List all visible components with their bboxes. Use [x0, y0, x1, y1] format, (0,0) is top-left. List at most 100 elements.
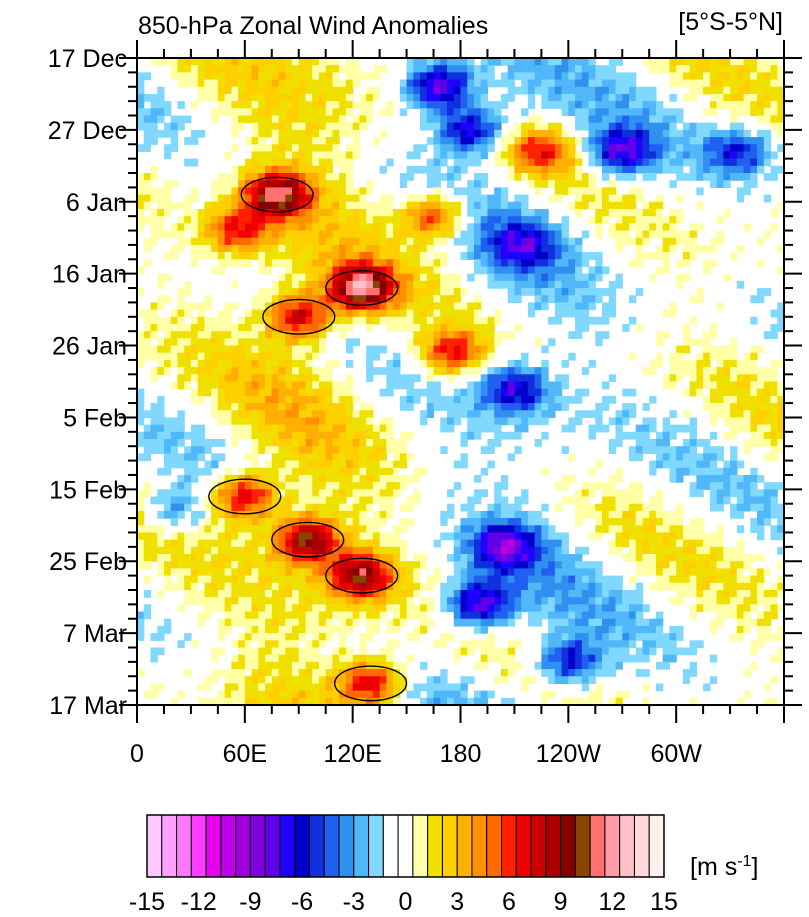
- field-cell: [217, 589, 226, 598]
- field-cell: [628, 108, 637, 117]
- field-cell: [763, 496, 772, 505]
- field-cell: [318, 417, 327, 426]
- field-cell: [292, 266, 300, 275]
- field-cell: [238, 518, 246, 526]
- field-cell: [312, 237, 320, 246]
- field-cell: [521, 561, 529, 570]
- field-cell: [339, 489, 347, 498]
- field-cell: [575, 108, 583, 117]
- field-cell: [514, 589, 522, 598]
- field-cell: [238, 546, 246, 555]
- field-cell: [420, 280, 428, 289]
- field-cell: [231, 302, 239, 311]
- field-cell: [177, 424, 185, 433]
- field-cell: [426, 395, 435, 404]
- field-cell: [777, 561, 784, 570]
- field-cell: [292, 158, 300, 167]
- field-cell: [487, 331, 495, 339]
- field-cell: [211, 568, 219, 577]
- field-cell: [278, 129, 286, 138]
- field-cell: [332, 144, 340, 153]
- field-cell: [730, 359, 738, 368]
- field-cell: [251, 323, 259, 332]
- field-cell: [709, 137, 718, 145]
- field-cell: [251, 439, 259, 447]
- field-cell: [224, 374, 232, 383]
- field-cell: [622, 137, 630, 145]
- field-cell: [258, 122, 266, 131]
- field-cell: [366, 575, 374, 584]
- field-cell: [480, 323, 489, 332]
- field-cell: [393, 489, 401, 498]
- field-cell: [184, 460, 192, 469]
- field-cell: [561, 582, 569, 591]
- field-cell: [244, 86, 253, 95]
- field-cell: [211, 439, 219, 447]
- field-cell: [312, 403, 320, 411]
- field-cell: [602, 201, 610, 210]
- field-cell: [359, 122, 367, 131]
- field-cell: [527, 72, 536, 81]
- field-cell: [595, 316, 603, 325]
- field-cell: [527, 575, 536, 584]
- field-cell: [757, 510, 765, 519]
- field-cell: [527, 388, 536, 397]
- field-cell: [292, 410, 300, 419]
- field-cell: [487, 137, 495, 145]
- field-cell: [372, 237, 381, 246]
- field-cell: [386, 259, 394, 268]
- field-cell: [258, 259, 266, 268]
- field-cell: [453, 122, 462, 131]
- field-cell: [561, 65, 569, 73]
- field-cell: [662, 237, 671, 246]
- field-cell: [197, 589, 205, 598]
- field-cell: [440, 295, 448, 304]
- field-cell: [554, 93, 563, 102]
- field-cell: [238, 173, 246, 181]
- field-cell: [345, 374, 354, 383]
- field-cell: [305, 474, 313, 483]
- field-cell: [750, 101, 758, 109]
- field-cell: [379, 280, 387, 289]
- field-cell: [628, 173, 637, 181]
- field-cell: [386, 388, 394, 397]
- field-cell: [271, 237, 280, 246]
- field-cell: [204, 230, 212, 239]
- field-cell: [440, 532, 448, 541]
- field-cell: [211, 352, 219, 361]
- field-cell: [143, 589, 152, 598]
- field-cell: [177, 323, 185, 332]
- field-cell: [244, 352, 253, 361]
- field-cell: [292, 453, 300, 462]
- field-cell: [777, 532, 784, 541]
- field-cell: [366, 302, 374, 311]
- field-cell: [238, 79, 246, 88]
- field-cell: [332, 410, 340, 419]
- field-cell: [548, 589, 556, 598]
- field-cell: [649, 539, 657, 548]
- field-cell: [473, 496, 482, 505]
- field-cell: [541, 345, 549, 354]
- field-cell: [460, 554, 468, 562]
- field-cell: [500, 417, 509, 426]
- field-cell: [251, 86, 259, 95]
- field-cell: [777, 446, 784, 454]
- field-cell: [595, 417, 603, 426]
- field-cell: [548, 568, 556, 577]
- field-cell: [325, 223, 334, 232]
- field-cell: [339, 424, 347, 433]
- field-cell: [386, 230, 394, 239]
- field-cell: [777, 403, 784, 411]
- field-cell: [696, 165, 704, 174]
- field-cell: [622, 115, 630, 124]
- field-cell: [541, 561, 549, 570]
- field-cell: [197, 338, 205, 347]
- field-cell: [278, 338, 286, 347]
- field-cell: [271, 467, 280, 476]
- field-cell: [696, 187, 704, 196]
- field-cell: [238, 597, 246, 605]
- field-cell: [143, 446, 152, 454]
- field-cell: [318, 331, 327, 339]
- field-cell: [163, 539, 172, 548]
- field-cell: [177, 532, 185, 541]
